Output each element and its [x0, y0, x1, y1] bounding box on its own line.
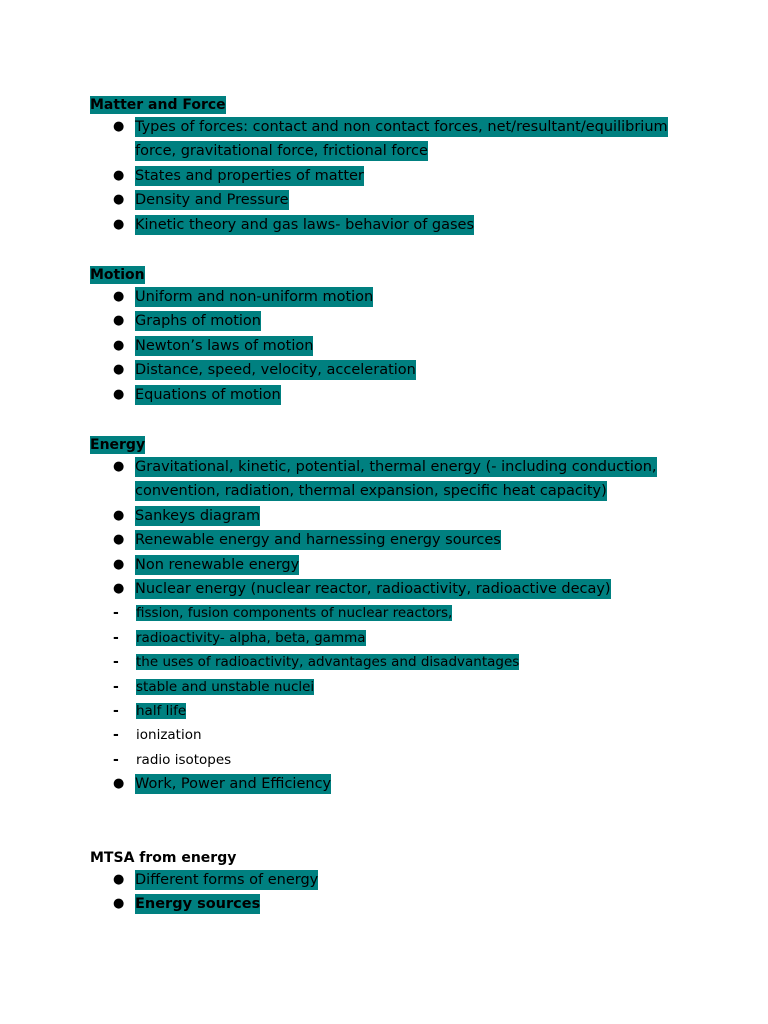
list-item: ● Non renewable energy [90, 553, 695, 577]
dash-icon: - [113, 678, 119, 695]
bullet-list: ● Uniform and non-uniform motion ● Graphs … [90, 285, 416, 407]
dash-icon: - [113, 727, 119, 744]
bullet-icon: ● [113, 386, 125, 402]
section-matter-and-force: Matter and Force ● Types of forces: conta… [90, 93, 695, 237]
section-heading: Energy [90, 436, 146, 454]
list-item: ● Nuclear energy (nuclear reactor, radioa… [90, 577, 695, 601]
bullet-icon: ● [113, 119, 125, 134]
dash-icon: - [113, 605, 119, 622]
sub-list-item: - the uses of radioactivity, advantages a… [45, 650, 695, 674]
bullet-icon: ● [113, 337, 125, 353]
sub-list-item: - ionization [45, 723, 695, 747]
list-item: ● Graphs of motion [90, 309, 416, 333]
bullet-icon: ● [113, 507, 125, 523]
bullet-icon: ● [113, 556, 125, 572]
sub-list-item: - radioactivity- alpha, beta, gamma [45, 626, 695, 650]
list-item: ● Distance, speed, velocity, acceleration [90, 358, 416, 382]
list-item: ● States and properties of matter [90, 164, 695, 188]
sub-list-item: - radio isotopes [45, 748, 695, 772]
bullet-icon: ● [113, 581, 125, 597]
bullet-icon: ● [113, 289, 125, 304]
dash-icon: - [113, 703, 119, 720]
bullet-list: ● Gravitational, kinetic, potential, ther… [90, 455, 695, 601]
sub-list-item: - fission, fusion components of nuclear r… [45, 601, 695, 625]
bullet-list: ● Different forms of energy ● Energy sourc… [90, 868, 319, 917]
section-heading: Motion [90, 266, 145, 284]
list-item: ● Kinetic theory and gas laws- behavior o… [90, 213, 695, 237]
bullet-icon: ● [113, 872, 125, 887]
dash-icon: - [113, 654, 119, 671]
bullet-icon: ● [113, 216, 125, 232]
list-item: ● Types of forces: contact and non contac… [90, 115, 695, 164]
bullet-icon: ● [113, 459, 125, 474]
bullet-icon: ● [113, 896, 125, 912]
bullet-icon: ● [113, 362, 125, 378]
list-item: ● Energy sources [90, 892, 318, 916]
list-item: ● Density and Pressure [90, 188, 695, 212]
bullet-list: ● Work, Power and Efficiency [90, 772, 695, 796]
list-item: ● Different forms of energy [90, 868, 319, 892]
dash-icon: - [113, 629, 119, 646]
section-motion: Motion ● Uniform and non-uniform motion ●… [90, 263, 416, 407]
list-item: ● Renewable energy and harnessing energy … [90, 528, 695, 552]
bullet-icon: ● [113, 167, 125, 183]
bullet-icon: ● [113, 776, 125, 792]
list-item: ● Newton’s laws of motion [90, 334, 416, 358]
bullet-icon: ● [113, 192, 125, 208]
sub-list-item: - stable and unstable nuclei [45, 675, 695, 699]
sub-list: - fission, fusion components of nuclear r… [90, 601, 695, 772]
list-item: ● Gravitational, kinetic, potential, ther… [90, 455, 695, 504]
sub-list-item: - half life [45, 699, 695, 723]
section-energy: Energy ● Gravitational, kinetic, potentia… [90, 433, 695, 797]
dash-icon: - [113, 751, 119, 768]
list-item: ● Uniform and non-uniform motion [90, 285, 416, 309]
bullet-icon: ● [113, 313, 125, 329]
section-mtsa-from-energy: MTSA from energy ● Different forms of ene… [90, 846, 319, 917]
bullet-list: ● Types of forces: contact and non contac… [90, 115, 695, 237]
section-heading: Matter and Force [90, 96, 226, 114]
list-item: ● Sankeys diagram [90, 504, 695, 528]
bullet-icon: ● [113, 532, 125, 548]
list-item: ● Work, Power and Efficiency [90, 772, 695, 796]
section-heading: MTSA from energy [90, 850, 237, 866]
list-item: ● Equations of motion [90, 383, 416, 407]
